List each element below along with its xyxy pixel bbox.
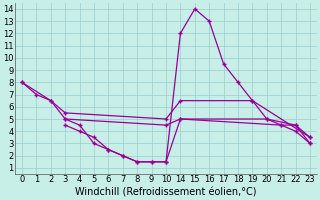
X-axis label: Windchill (Refroidissement éolien,°C): Windchill (Refroidissement éolien,°C) — [75, 187, 257, 197]
